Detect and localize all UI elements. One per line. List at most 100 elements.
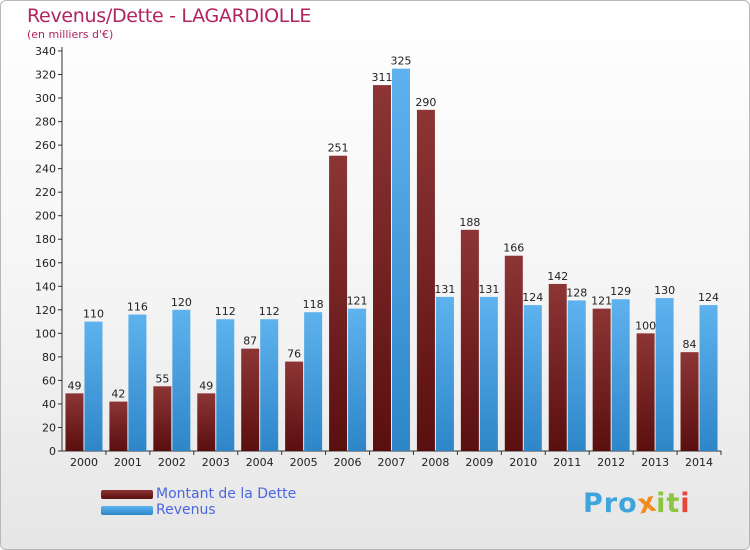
data-label-debt: 49	[67, 379, 81, 392]
data-label-revenue: 112	[215, 305, 236, 318]
data-label-revenue: 118	[303, 298, 324, 311]
x-tick-label: 2004	[246, 456, 274, 469]
data-label-debt: 84	[683, 338, 697, 351]
bar-debt	[636, 333, 655, 451]
bar-debt	[504, 255, 523, 451]
y-tick-label: 60	[42, 374, 56, 387]
x-tick-label: 2002	[158, 456, 186, 469]
data-label-debt: 121	[591, 295, 612, 308]
bar-revenue	[260, 319, 279, 451]
y-tick-label: 100	[35, 327, 56, 340]
bar-revenue	[392, 68, 410, 451]
bar-debt	[460, 229, 479, 451]
bar-revenue	[216, 319, 235, 451]
data-label-debt: 100	[635, 319, 656, 332]
logo-letter: i	[680, 488, 691, 519]
y-tick-label: 220	[35, 186, 56, 199]
bar-debt	[285, 361, 304, 451]
y-tick-label: 280	[35, 116, 56, 129]
data-label-debt: 55	[155, 372, 169, 385]
logo-letter: i	[656, 488, 667, 519]
bar-revenue	[523, 305, 542, 451]
chart-subtitle: (en milliers d'€)	[27, 28, 114, 41]
data-label-revenue: 128	[566, 286, 587, 299]
x-tick-label: 2008	[421, 456, 449, 469]
bar-revenue	[304, 312, 323, 451]
y-tick-label: 240	[35, 163, 56, 176]
data-label-revenue: 112	[259, 305, 280, 318]
data-label-debt: 166	[503, 242, 524, 255]
y-tick-label: 160	[35, 257, 56, 270]
data-label-revenue: 124	[698, 291, 719, 304]
x-tick-label: 2011	[553, 456, 581, 469]
data-labels-layer: 49 110 42 116 55 120 49 112 87 112 76 118 251 121 311 3…	[67, 55, 719, 401]
legend-label-debt: Montant de la Dette	[156, 486, 297, 502]
logo-letter: t	[666, 488, 681, 519]
logo-letter: r	[603, 488, 619, 519]
data-label-revenue: 110	[83, 308, 104, 321]
y-tick-label: 260	[35, 139, 56, 152]
x-tick-label: 2005	[290, 456, 318, 469]
bar-revenue	[348, 308, 367, 451]
logo-letter: P	[583, 488, 604, 519]
chart-title: Revenus/Dette - LAGARDIOLLE	[27, 5, 312, 27]
bar-revenue	[435, 296, 454, 451]
legend-label-revenue: Revenus	[156, 502, 216, 518]
y-tick-label: 320	[35, 69, 56, 82]
proxiti-logo: Proxiti	[583, 486, 691, 520]
bar-debt	[373, 85, 391, 451]
x-tick-label: 2003	[202, 456, 230, 469]
y-tick-label: 200	[35, 210, 56, 223]
y-tick-label: 180	[35, 233, 56, 246]
y-tick-label: 40	[42, 398, 56, 411]
legend-swatch-revenue	[101, 506, 153, 515]
data-label-revenue: 120	[171, 296, 192, 309]
bar-debt	[153, 386, 172, 451]
bar-revenue	[172, 309, 191, 451]
bar-revenue	[567, 300, 586, 451]
y-tick-label: 300	[35, 92, 56, 105]
data-label-revenue: 116	[127, 301, 148, 314]
bars-layer	[65, 68, 718, 452]
logo-letter: o	[618, 488, 638, 519]
bar-debt	[197, 393, 216, 451]
bar-revenue	[655, 298, 674, 451]
x-tick-label: 2012	[597, 456, 625, 469]
data-label-revenue: 129	[610, 285, 631, 298]
bar-debt	[548, 283, 567, 451]
y-tick-label: 20	[42, 421, 56, 434]
data-label-revenue: 130	[654, 284, 675, 297]
data-label-revenue: 325	[391, 55, 412, 68]
y-tick-label: 340	[35, 45, 56, 58]
y-tick-label: 140	[35, 280, 56, 293]
data-label-debt: 87	[243, 335, 257, 348]
data-label-debt: 49	[199, 379, 213, 392]
data-label-debt: 290	[415, 96, 436, 109]
x-tick-label: 2007	[378, 456, 406, 469]
bar-debt	[680, 352, 699, 451]
bar-revenue	[699, 305, 718, 451]
data-label-debt: 188	[459, 216, 480, 229]
bar-debt	[65, 393, 84, 451]
data-label-revenue: 131	[434, 283, 455, 296]
x-tick-label: 2013	[641, 456, 669, 469]
bar-debt	[109, 401, 128, 451]
x-tick-label: 2006	[334, 456, 362, 469]
bar-revenue	[611, 299, 630, 451]
bar-debt	[416, 109, 435, 451]
bar-debt	[241, 348, 260, 451]
x-tick-label: 2000	[70, 456, 98, 469]
data-label-debt: 142	[547, 270, 568, 283]
data-label-revenue: 121	[347, 295, 368, 308]
legend-swatch-debt	[101, 490, 153, 499]
y-tick-label: 120	[35, 304, 56, 317]
data-label-revenue: 131	[478, 283, 499, 296]
data-label-revenue: 124	[522, 291, 543, 304]
x-tick-label: 2014	[685, 456, 713, 469]
y-tick-label: 0	[49, 445, 56, 458]
y-tick-label: 80	[42, 351, 56, 364]
bar-debt	[329, 155, 348, 452]
x-tick-label: 2010	[509, 456, 537, 469]
x-tick-label: 2001	[114, 456, 142, 469]
